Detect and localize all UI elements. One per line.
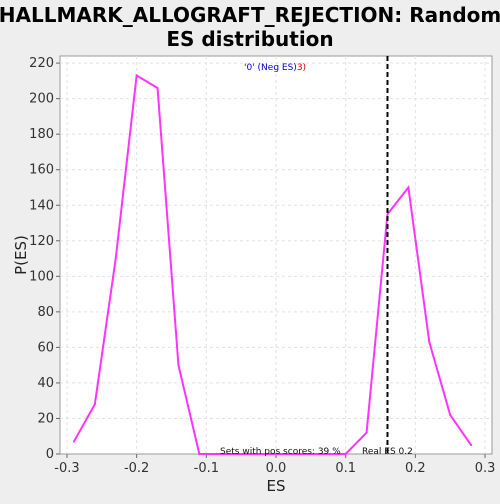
x-tick-label: 0.2	[405, 461, 426, 476]
y-tick-label: 120	[29, 234, 54, 249]
y-tick-label: 40	[37, 376, 54, 391]
data-point	[198, 453, 201, 455]
chart-title-line-2: ES distribution	[166, 27, 333, 51]
legend-label-count: 3)	[297, 63, 306, 73]
x-tick-label: 0.0	[266, 461, 287, 476]
legend-label: '0' (Neg ES)3)	[244, 63, 306, 73]
y-axis-title: P(ES)	[12, 235, 30, 275]
data-point	[365, 431, 368, 434]
x-tick-label: -0.1	[194, 461, 219, 476]
y-tick-label: 60	[37, 340, 54, 355]
data-point	[156, 86, 159, 89]
x-tick-label: 0.3	[475, 461, 496, 476]
data-point	[135, 74, 138, 77]
series-layer	[72, 73, 473, 455]
y-tick-label: 180	[29, 127, 54, 142]
data-point	[449, 413, 452, 416]
data-point	[114, 257, 117, 260]
y-tick-label: 100	[29, 269, 54, 284]
data-point	[386, 213, 389, 216]
data-point	[470, 444, 473, 447]
grid-layer	[60, 56, 492, 454]
data-point	[219, 453, 222, 455]
chart-title-line-1: HALLMARK_ALLOGRAFT_REJECTION: Random	[0, 3, 500, 27]
data-point	[93, 403, 96, 406]
y-tick-label: 140	[29, 198, 54, 213]
y-tick-label: 200	[29, 92, 54, 107]
data-point	[72, 440, 75, 443]
data-point	[428, 341, 431, 344]
data-point	[407, 186, 410, 189]
x-tick-label: 0.1	[335, 461, 356, 476]
x-tick-label: -0.2	[124, 461, 149, 476]
legend-label-neg-es: '0' (Neg ES)	[244, 63, 297, 73]
y-tick-label: 160	[29, 163, 54, 178]
y-tick-label: 20	[37, 411, 54, 426]
y-tick-label: 0	[46, 447, 54, 462]
real-es-annotation: Real ES 0.2	[362, 447, 413, 457]
data-point	[177, 364, 180, 367]
data-point	[344, 453, 347, 455]
y-tick-label: 220	[29, 56, 54, 71]
axis-layer: 0 20 40 60 80 100 120 140 160 180 200 220 -0.3 -0.2 -0…	[29, 56, 495, 476]
y-tick-label: 80	[37, 305, 54, 320]
pos-scores-annotation: Sets with pos scores: 39 %	[220, 447, 341, 457]
x-axis-title: ES	[267, 477, 286, 495]
x-tick-label: -0.3	[54, 461, 79, 476]
